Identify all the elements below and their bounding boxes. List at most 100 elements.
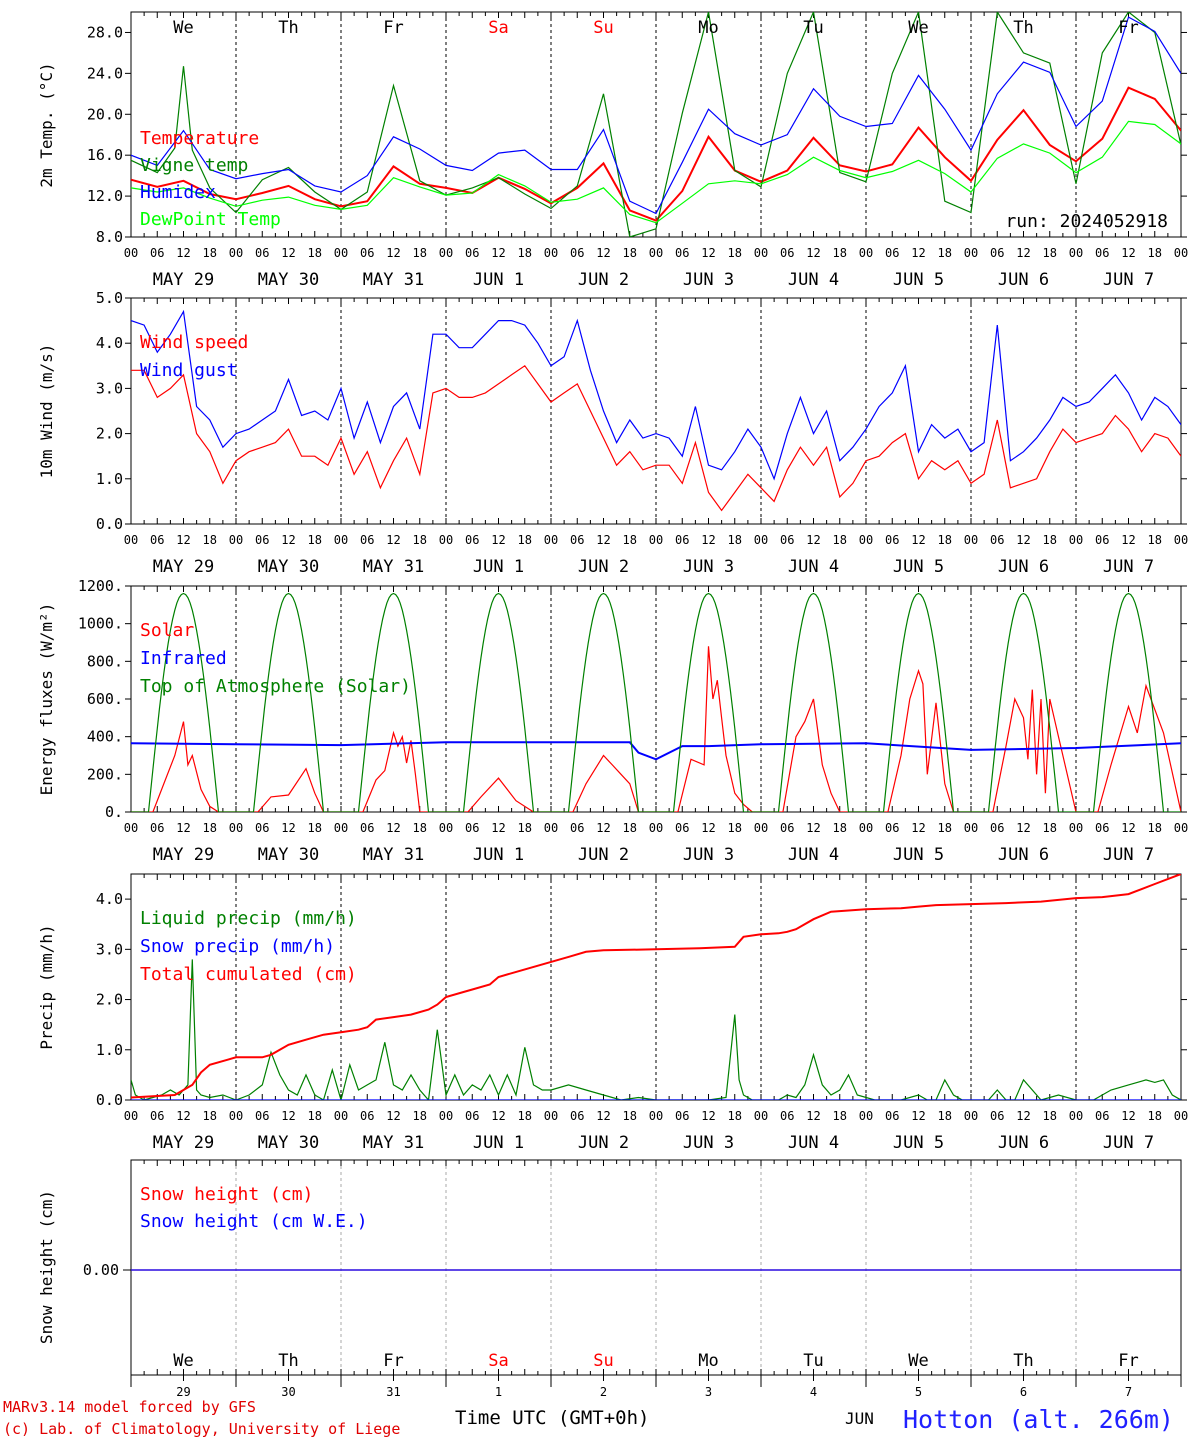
date-label: JUN 7 <box>1103 1133 1154 1153</box>
hour-tick-label: 06 <box>570 533 584 547</box>
hour-tick-label: 18 <box>833 246 847 260</box>
day-number-label: 1 <box>495 1385 502 1399</box>
hour-tick-label: 06 <box>465 821 479 835</box>
hour-tick-label: 12 <box>701 533 715 547</box>
date-label: MAY 30 <box>258 270 319 290</box>
hour-tick-label: 18 <box>518 821 532 835</box>
date-label: MAY 29 <box>153 557 214 577</box>
date-label: MAY 30 <box>258 557 319 577</box>
y-tick-label: 600. <box>87 690 123 708</box>
day-of-week-label: We <box>173 18 193 38</box>
y-tick-label: 3.0 <box>96 940 123 958</box>
y-tick-label: 0.0 <box>96 515 123 533</box>
date-label: JUN 3 <box>683 557 734 577</box>
series-line-temperature <box>131 86 1181 222</box>
hour-tick-label: 12 <box>911 1109 925 1123</box>
hour-tick-label: 06 <box>780 533 794 547</box>
date-label: JUN 3 <box>683 845 734 865</box>
hour-tick-label: 18 <box>308 533 322 547</box>
hour-tick-label: 00 <box>1069 533 1083 547</box>
date-label: JUN 5 <box>893 845 944 865</box>
hour-tick-label: 00 <box>544 821 558 835</box>
footer-lab-credit: (c) Lab. of Climatology, University of L… <box>3 1420 400 1438</box>
hour-tick-label: 18 <box>1148 533 1162 547</box>
hour-tick-label: 18 <box>833 821 847 835</box>
hour-tick-label: 00 <box>124 246 138 260</box>
hour-tick-label: 18 <box>1043 1109 1057 1123</box>
day-number-label: 3 <box>705 1385 712 1399</box>
y-axis-label: Precip (mm/h) <box>37 924 56 1049</box>
hour-tick-label: 18 <box>938 821 952 835</box>
y-tick-label: 1.0 <box>96 470 123 488</box>
hour-tick-label: 06 <box>885 1109 899 1123</box>
hour-tick-label: 18 <box>308 1109 322 1123</box>
hour-tick-label: 06 <box>465 533 479 547</box>
y-tick-label: 12.0 <box>87 187 123 205</box>
hour-tick-label: 06 <box>465 246 479 260</box>
day-of-week-label: Tu <box>803 1351 823 1371</box>
hour-tick-label: 12 <box>281 821 295 835</box>
hour-tick-label: 12 <box>176 821 190 835</box>
hour-tick-label: 00 <box>439 533 453 547</box>
date-label: MAY 29 <box>153 845 214 865</box>
y-axis-label: Snow height (cm) <box>37 1190 56 1344</box>
hour-tick-label: 18 <box>623 821 637 835</box>
date-label: JUN 2 <box>578 557 629 577</box>
hour-tick-label: 00 <box>649 246 663 260</box>
hour-tick-label: 06 <box>780 1109 794 1123</box>
date-label: JUN 5 <box>893 270 944 290</box>
hour-tick-label: 12 <box>491 533 505 547</box>
date-label: JUN 6 <box>998 1133 1049 1153</box>
hour-tick-label: 00 <box>1174 821 1188 835</box>
hour-tick-label: 18 <box>308 246 322 260</box>
day-of-week-label: Su <box>593 1351 613 1371</box>
hour-tick-label: 00 <box>649 1109 663 1123</box>
footer-model-credit: MARv3.14 model forced by GFS <box>3 1398 256 1416</box>
y-tick-label: 400. <box>87 728 123 746</box>
legend-entry: Humidex <box>140 182 216 203</box>
hour-tick-label: 18 <box>203 1109 217 1123</box>
y-tick-label: 0.0 <box>96 1091 123 1109</box>
hour-tick-label: 06 <box>1095 821 1109 835</box>
legend-entry: DewPoint Temp <box>140 209 281 230</box>
hour-tick-label: 00 <box>229 821 243 835</box>
date-label: MAY 31 <box>363 557 424 577</box>
date-label: JUN 2 <box>578 845 629 865</box>
date-label: MAY 30 <box>258 1133 319 1153</box>
hour-tick-label: 06 <box>885 821 899 835</box>
hour-tick-label: 00 <box>754 246 768 260</box>
hour-tick-label: 06 <box>780 821 794 835</box>
hour-tick-label: 06 <box>570 246 584 260</box>
y-tick-label: 24.0 <box>87 64 123 82</box>
hour-tick-label: 18 <box>1043 821 1057 835</box>
hour-tick-label: 18 <box>518 1109 532 1123</box>
y-tick-label: 0. <box>105 803 123 821</box>
day-of-week-label: Th <box>278 1351 298 1371</box>
series-line-liquid-precip-mm-h <box>131 959 1181 1100</box>
hour-tick-label: 06 <box>885 533 899 547</box>
y-tick-label: 5.0 <box>96 289 123 307</box>
legend-entry: Snow precip (mm/h) <box>140 936 335 957</box>
hour-tick-label: 12 <box>911 533 925 547</box>
hour-tick-label: 18 <box>413 1109 427 1123</box>
hour-tick-label: 12 <box>386 533 400 547</box>
month-label: JUN <box>845 1409 874 1428</box>
hour-tick-label: 12 <box>1016 1109 1030 1123</box>
legend-entry: Snow height (cm W.E.) <box>140 1211 368 1232</box>
hour-tick-label: 06 <box>675 821 689 835</box>
y-tick-label: 1000. <box>78 615 123 633</box>
day-of-week-label: We <box>908 1351 928 1371</box>
day-number-label: 29 <box>176 1385 190 1399</box>
date-label: JUN 1 <box>473 1133 524 1153</box>
hour-tick-label: 18 <box>728 821 742 835</box>
date-label: JUN 7 <box>1103 270 1154 290</box>
hour-tick-label: 06 <box>570 1109 584 1123</box>
hour-tick-label: 12 <box>386 1109 400 1123</box>
hour-tick-label: 12 <box>1016 533 1030 547</box>
hour-tick-label: 00 <box>439 821 453 835</box>
hour-tick-label: 00 <box>859 821 873 835</box>
hour-tick-label: 06 <box>1095 533 1109 547</box>
hour-tick-label: 18 <box>203 246 217 260</box>
date-label: JUN 7 <box>1103 557 1154 577</box>
